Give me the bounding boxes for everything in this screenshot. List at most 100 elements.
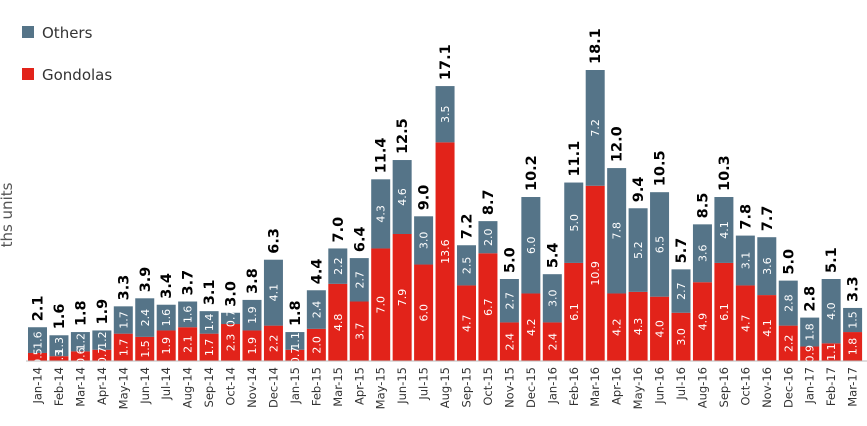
legend-label-gondolas: Gondolas bbox=[42, 66, 112, 84]
bar-others bbox=[70, 332, 90, 352]
x-tick-label: May-16 bbox=[631, 367, 645, 409]
x-axis-ticks: Jan-14 Feb-14 Mar-14 Apr-14 May-14 Jun-14 Jul-… bbox=[31, 367, 860, 409]
bar-label-gondolas: 1.5 bbox=[139, 340, 152, 358]
x-tick-label: Nov-15 bbox=[502, 367, 516, 408]
legend-swatch-others bbox=[22, 26, 34, 38]
x-tick-label: Jul-16 bbox=[674, 367, 688, 401]
bar-total-label: 10.3 bbox=[717, 155, 733, 191]
bar-label-others: 1.6 bbox=[32, 331, 45, 349]
bar-others bbox=[199, 311, 219, 334]
bar-label-others: 5.0 bbox=[568, 214, 581, 232]
bar-gondolas bbox=[156, 330, 176, 361]
bar-label-others: 4.1 bbox=[267, 284, 280, 302]
x-tick-label: Mar-16 bbox=[588, 367, 602, 407]
bar-label-gondolas: 0.7 bbox=[289, 347, 302, 365]
bar-others bbox=[800, 317, 820, 347]
bar-label-others: 2.7 bbox=[503, 292, 516, 310]
bar-others bbox=[371, 179, 391, 249]
bar-label-others: 4.6 bbox=[396, 188, 409, 206]
bar-label-others: 2.7 bbox=[675, 282, 688, 300]
bar-total-label: 8.7 bbox=[481, 189, 497, 215]
bar-gondolas bbox=[650, 296, 670, 361]
x-tick-label: Aug-14 bbox=[181, 367, 195, 408]
bar-gondolas bbox=[28, 352, 47, 361]
bar-others bbox=[521, 197, 541, 294]
bar-label-gondolas: 4.7 bbox=[461, 314, 474, 332]
bar-total-label: 3.0 bbox=[224, 281, 240, 307]
bar-gondolas bbox=[564, 262, 584, 361]
x-tick-label: Oct-16 bbox=[738, 367, 752, 406]
bars-layer: 0.51.62.10.31.31.60.61.21.80.71.21.91.71… bbox=[28, 28, 863, 367]
bar-label-others: 1.2 bbox=[96, 331, 109, 349]
bar-others bbox=[628, 208, 648, 292]
x-tick-label: Feb-17 bbox=[824, 367, 838, 406]
bar-label-others: 1.8 bbox=[804, 323, 817, 341]
bar-others bbox=[585, 70, 605, 186]
bar-label-others: 3.6 bbox=[761, 257, 774, 275]
bar-label-gondolas: 6.7 bbox=[482, 298, 495, 316]
bar-total-label: 3.3 bbox=[116, 275, 132, 301]
bar-total-label: 5.7 bbox=[674, 238, 690, 264]
y-axis-label: ths units bbox=[0, 182, 16, 247]
x-tick-label: Aug-16 bbox=[695, 367, 709, 408]
bar-others bbox=[499, 279, 519, 323]
x-tick-label: Mar-15 bbox=[331, 367, 345, 407]
bar-label-gondolas: 4.0 bbox=[654, 320, 667, 338]
legend-label-others: Others bbox=[42, 24, 93, 42]
bar-label-others: 5.2 bbox=[632, 241, 645, 258]
x-tick-label: Oct-14 bbox=[224, 367, 238, 406]
bar-label-gondolas: 3.0 bbox=[675, 328, 688, 346]
bar-gondolas bbox=[135, 336, 155, 361]
bar-total-label: 1.6 bbox=[52, 304, 68, 330]
bar-gondolas bbox=[714, 262, 734, 361]
bar-others bbox=[92, 330, 112, 350]
bar-label-others: 1.1 bbox=[289, 332, 302, 350]
bar-total-label: 5.4 bbox=[545, 242, 561, 268]
bar-total-label: 5.0 bbox=[502, 247, 518, 273]
bar-label-gondolas: 0.9 bbox=[804, 345, 817, 363]
bar-total-label: 7.7 bbox=[760, 206, 776, 232]
bar-gondolas bbox=[70, 351, 90, 361]
bar-others bbox=[221, 312, 241, 325]
bar-total-label: 10.5 bbox=[653, 150, 669, 186]
bar-label-gondolas: 6.1 bbox=[718, 303, 731, 321]
bar-gondolas bbox=[800, 346, 820, 361]
bar-gondolas bbox=[692, 282, 712, 361]
bar-gondolas bbox=[178, 327, 198, 361]
x-tick-label: Dec-16 bbox=[781, 367, 795, 408]
bar-gondolas bbox=[499, 322, 519, 361]
x-tick-label: May-14 bbox=[116, 367, 130, 409]
x-tick-label: Dec-14 bbox=[266, 367, 280, 408]
bar-gondolas bbox=[263, 325, 283, 361]
bar-others bbox=[735, 235, 755, 286]
bar-gondolas bbox=[199, 333, 219, 361]
x-tick-label: Sep-14 bbox=[202, 367, 216, 407]
bar-others bbox=[156, 304, 176, 331]
bar-label-others: 0.7 bbox=[225, 310, 238, 328]
bar-label-others: 2.8 bbox=[782, 294, 795, 312]
bar-total-label: 5.1 bbox=[824, 247, 840, 273]
bar-label-gondolas: 4.9 bbox=[696, 313, 709, 331]
bar-gondolas bbox=[457, 285, 476, 361]
bar-label-others: 2.5 bbox=[461, 257, 474, 275]
bar-label-others: 1.6 bbox=[160, 309, 173, 327]
bar-total-label: 4.4 bbox=[309, 259, 325, 285]
bar-gondolas bbox=[349, 301, 369, 361]
bar-total-label: 6.4 bbox=[352, 226, 368, 252]
bar-label-gondolas: 2.4 bbox=[503, 333, 516, 351]
bar-label-others: 1.4 bbox=[203, 314, 216, 332]
bar-gondolas bbox=[371, 248, 391, 361]
bar-others bbox=[692, 224, 712, 283]
x-tick-label: Oct-15 bbox=[481, 367, 495, 406]
x-tick-label: Mar-14 bbox=[73, 367, 87, 407]
bar-others bbox=[28, 327, 47, 353]
bar-label-others: 1.2 bbox=[74, 333, 87, 351]
bar-label-gondolas: 1.8 bbox=[847, 338, 860, 356]
x-tick-label: Feb-15 bbox=[309, 367, 323, 406]
x-tick-label: Jan-17 bbox=[803, 367, 817, 405]
bar-total-label: 17.1 bbox=[438, 44, 454, 80]
bar-gondolas bbox=[221, 324, 241, 361]
bar-others bbox=[671, 269, 691, 313]
bar-gondolas bbox=[49, 356, 69, 361]
bar-total-label: 8.5 bbox=[695, 193, 711, 219]
